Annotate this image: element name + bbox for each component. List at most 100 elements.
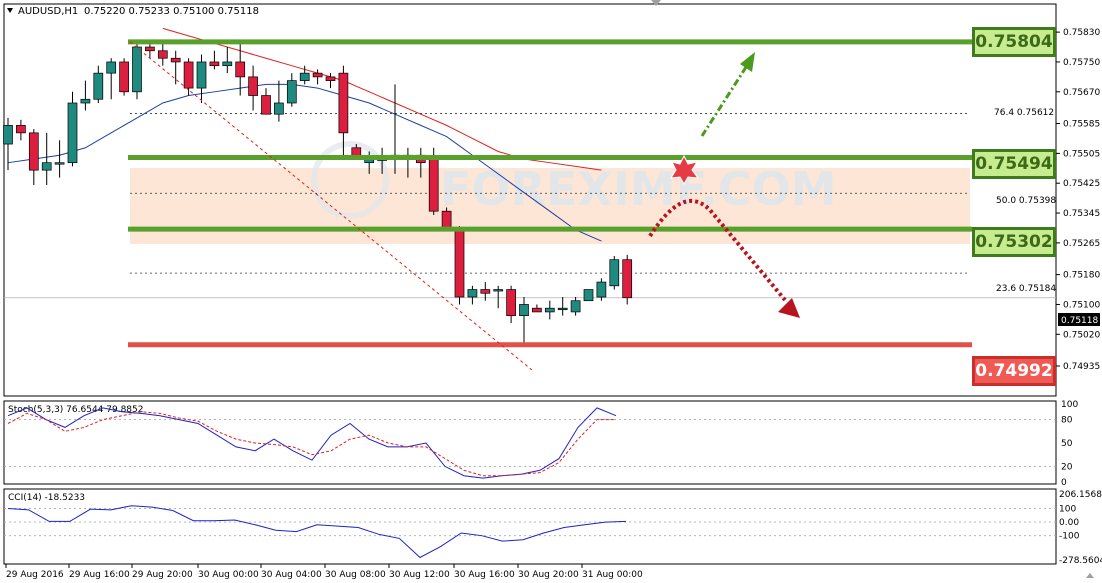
fib-236-label: 23.6 0.75184 bbox=[996, 284, 1056, 294]
candle-body bbox=[428, 158, 439, 212]
time-axis: 29 Aug 2016 29 Aug 16:00 29 Aug 20:00 30 Au… bbox=[5, 564, 643, 580]
candle-body bbox=[16, 125, 26, 134]
price-tick-label: 0.75585 bbox=[1063, 120, 1100, 130]
candle-body bbox=[54, 162, 65, 165]
ohlc-readout: 0.75220 0.75233 0.75100 0.75118 bbox=[84, 6, 259, 17]
candle-body bbox=[596, 281, 607, 298]
time-tick-label: 30 Aug 16:00 bbox=[454, 570, 515, 580]
candle-body bbox=[338, 72, 349, 134]
price-tick-label: 0.75180 bbox=[1063, 271, 1100, 281]
scroll-marker-icon[interactable] bbox=[651, 0, 661, 6]
candlesticks bbox=[3, 39, 633, 346]
candle-body bbox=[519, 304, 529, 317]
fib-500-label: 50.0 0.75398 bbox=[996, 196, 1056, 206]
stoch-tick-label: 100 bbox=[1061, 400, 1078, 410]
candle-body bbox=[93, 72, 104, 100]
price-tick-label: 0.75750 bbox=[1063, 58, 1100, 68]
candle-body bbox=[467, 289, 478, 298]
candle-body bbox=[622, 259, 633, 299]
candle-body bbox=[28, 132, 39, 171]
current-price-label: 0.75118 bbox=[1061, 316, 1098, 326]
candle-body bbox=[209, 61, 220, 67]
price-tick-label: 0.74935 bbox=[1063, 362, 1100, 372]
stoch-tick-label: 80 bbox=[1061, 416, 1073, 426]
candle-body bbox=[67, 102, 78, 164]
cci-tick-label: 0.00 bbox=[1059, 518, 1079, 528]
price-tick-label: 0.75830 bbox=[1063, 28, 1100, 38]
candle-body bbox=[222, 61, 233, 67]
bullish-scenario-arrow bbox=[700, 63, 750, 137]
time-tick-label: 30 Aug 12:00 bbox=[389, 570, 450, 580]
candle-body bbox=[286, 80, 297, 104]
cci-line bbox=[7, 505, 627, 559]
watermark-logo-icon bbox=[311, 141, 389, 219]
time-tick-label: 30 Aug 20:00 bbox=[518, 570, 579, 580]
price-tick-label: 0.75425 bbox=[1063, 179, 1100, 189]
price-tick-label: 0.75670 bbox=[1063, 88, 1100, 98]
level-label-075494: 0.75494 bbox=[972, 149, 1056, 179]
time-tick-label: 29 Aug 16:00 bbox=[69, 570, 130, 580]
key-level-lines bbox=[128, 39, 972, 348]
candle-body bbox=[106, 61, 117, 74]
candle-body bbox=[583, 289, 594, 302]
candle-body bbox=[80, 98, 91, 104]
time-tick-label: 30 Aug 04:00 bbox=[261, 570, 322, 580]
watermark: FOREXIMF.COM bbox=[440, 162, 837, 216]
price-axis: 0.75830 0.75750 0.75670 0.75585 0.75505 0.754… bbox=[1056, 28, 1100, 372]
stochastic-label: Stoch(5,3,3) 76.6544 79.8852 bbox=[8, 405, 143, 415]
symbol-label: AUDUSD,H1 bbox=[18, 6, 78, 17]
price-tick-label: 0.75345 bbox=[1063, 209, 1100, 219]
candle-body bbox=[480, 289, 491, 294]
bullish-arrowhead-icon bbox=[740, 52, 755, 72]
candle-body bbox=[248, 76, 258, 96]
level-label-075302: 0.75302 bbox=[972, 227, 1056, 257]
breakout-burst-icon bbox=[670, 154, 700, 186]
cci-tick-label: 100 bbox=[1059, 504, 1076, 514]
candle-body bbox=[157, 50, 168, 59]
stoch-tick-label: 50 bbox=[1061, 439, 1073, 449]
ma-fast-line bbox=[7, 83, 602, 242]
stoch-tick-label: 20 bbox=[1061, 462, 1073, 472]
candle-body bbox=[532, 307, 542, 313]
stoch-signal-line bbox=[7, 411, 616, 477]
candle-body bbox=[170, 57, 181, 63]
candle-body bbox=[454, 229, 465, 298]
time-tick-label: 29 Aug 2016 bbox=[6, 570, 64, 580]
stochastic-lines: 100 80 50 20 0 bbox=[4, 400, 1078, 488]
time-tick-label: 29 Aug 20:00 bbox=[132, 570, 193, 580]
scale-marker-icon[interactable] bbox=[1086, 573, 1094, 578]
level-label-074992: 0.74992 bbox=[972, 356, 1056, 386]
trend-line bbox=[129, 41, 533, 371]
time-tick-label: 30 Aug 08:00 bbox=[325, 570, 386, 580]
candle-body bbox=[506, 289, 516, 317]
candle-body bbox=[570, 300, 581, 313]
cci-panel bbox=[3, 488, 1057, 565]
cci-tick-label: -278.5604 bbox=[1059, 556, 1102, 566]
candle-body bbox=[41, 162, 52, 171]
candle-body bbox=[312, 72, 323, 78]
candle-body bbox=[261, 95, 271, 115]
stochastic-panel bbox=[3, 400, 1057, 485]
current-price-marker bbox=[1058, 313, 1100, 326]
price-tick-label: 0.75505 bbox=[1063, 149, 1100, 159]
fib-764-label: 76.4 0.75612 bbox=[994, 108, 1054, 118]
candle-body bbox=[196, 61, 207, 89]
candle-body bbox=[235, 61, 246, 78]
candle-body bbox=[609, 259, 620, 287]
level-label-075804: 0.75804 bbox=[972, 27, 1056, 57]
candle-body bbox=[544, 307, 555, 313]
symbol-dropdown-icon[interactable] bbox=[7, 8, 13, 13]
candle-body bbox=[119, 61, 129, 93]
price-tick-label: 0.75100 bbox=[1063, 300, 1100, 310]
candle-body bbox=[299, 72, 310, 81]
cci-tick-label: -100 bbox=[1059, 532, 1080, 542]
cci-lines: 206.1568 100 0.00 -100 -278.5604 bbox=[4, 490, 1102, 566]
candle-body bbox=[145, 46, 155, 52]
candle-body bbox=[557, 307, 568, 311]
cci-tick-label: 206.1568 bbox=[1059, 490, 1102, 500]
candle-body bbox=[132, 46, 142, 93]
price-tick-label: 0.75265 bbox=[1063, 239, 1100, 249]
price-tick-label: 0.75020 bbox=[1063, 330, 1100, 340]
stoch-tick-label: 0 bbox=[1061, 478, 1067, 488]
